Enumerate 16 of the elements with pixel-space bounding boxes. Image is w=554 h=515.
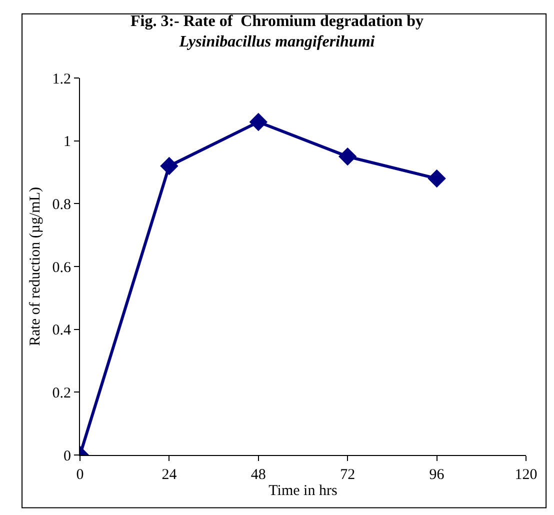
- y-tick-label: 0.2: [52, 385, 71, 402]
- x-tick-label: 24: [162, 467, 178, 483]
- x-tick-label: 96: [429, 467, 445, 483]
- y-tick-label: 0.8: [52, 196, 71, 213]
- x-tick-label: 120: [514, 467, 538, 483]
- y-tick-label: 1: [64, 134, 71, 150]
- y-tick-label: 0: [64, 448, 71, 464]
- y-tick-label: 0.6: [52, 260, 72, 276]
- x-tick-label: 0: [76, 467, 84, 483]
- chart-title: Fig. 3:- Rate of Chromium degradation by Lysinibacillus mangiferihumi: [130, 12, 424, 51]
- x-tick-label: 48: [250, 467, 266, 483]
- x-axis-title: Time in hrs: [268, 483, 338, 499]
- y-tick-label: 1.2: [52, 71, 71, 88]
- y-tick-label: 0.4: [52, 322, 72, 339]
- y-axis-title: Rate of reduction (µg/mL): [28, 186, 44, 346]
- x-tick-label: 72: [340, 467, 356, 483]
